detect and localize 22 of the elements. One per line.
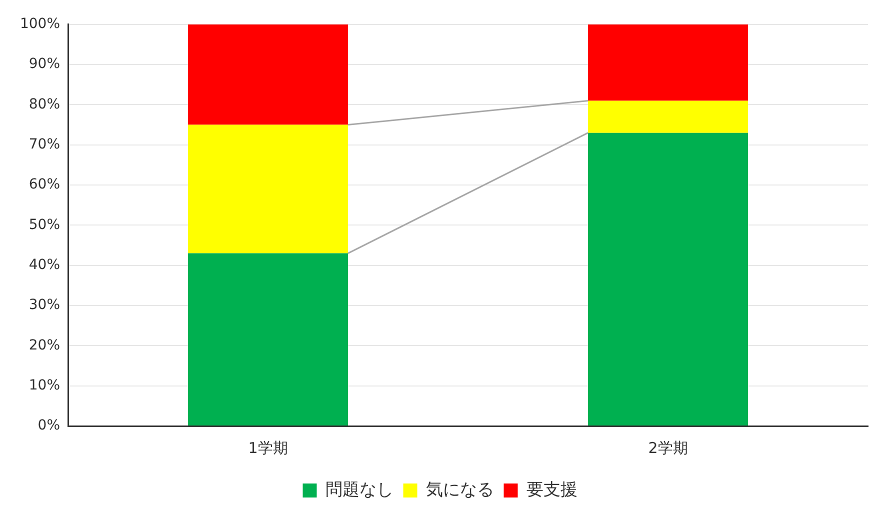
legend-label: 問題なし <box>325 480 394 500</box>
bar <box>188 124 348 254</box>
legend-label: 要支援 <box>526 480 578 500</box>
bar <box>588 24 748 101</box>
bar <box>188 24 348 125</box>
bar <box>588 132 748 426</box>
y-tick-label: 60% <box>28 176 60 193</box>
y-tick-label: 90% <box>28 56 60 72</box>
bar <box>188 253 348 426</box>
bar <box>588 100 748 133</box>
x-tick-label: 2学期 <box>648 438 688 457</box>
x-tick-label: 1学期 <box>248 438 288 457</box>
y-tick-label: 30% <box>28 297 60 314</box>
legend-label: 気になる <box>426 480 494 500</box>
y-tick-label: 80% <box>28 96 60 112</box>
y-tick-label: 20% <box>28 337 60 354</box>
y-tick-label: 40% <box>28 257 60 273</box>
y-tick-label: 50% <box>28 216 60 233</box>
y-tick-label: 70% <box>28 136 60 153</box>
y-tick-label: 100% <box>20 16 60 32</box>
y-tick-label: 10% <box>28 377 60 394</box>
y-tick-label: 0% <box>38 418 60 434</box>
